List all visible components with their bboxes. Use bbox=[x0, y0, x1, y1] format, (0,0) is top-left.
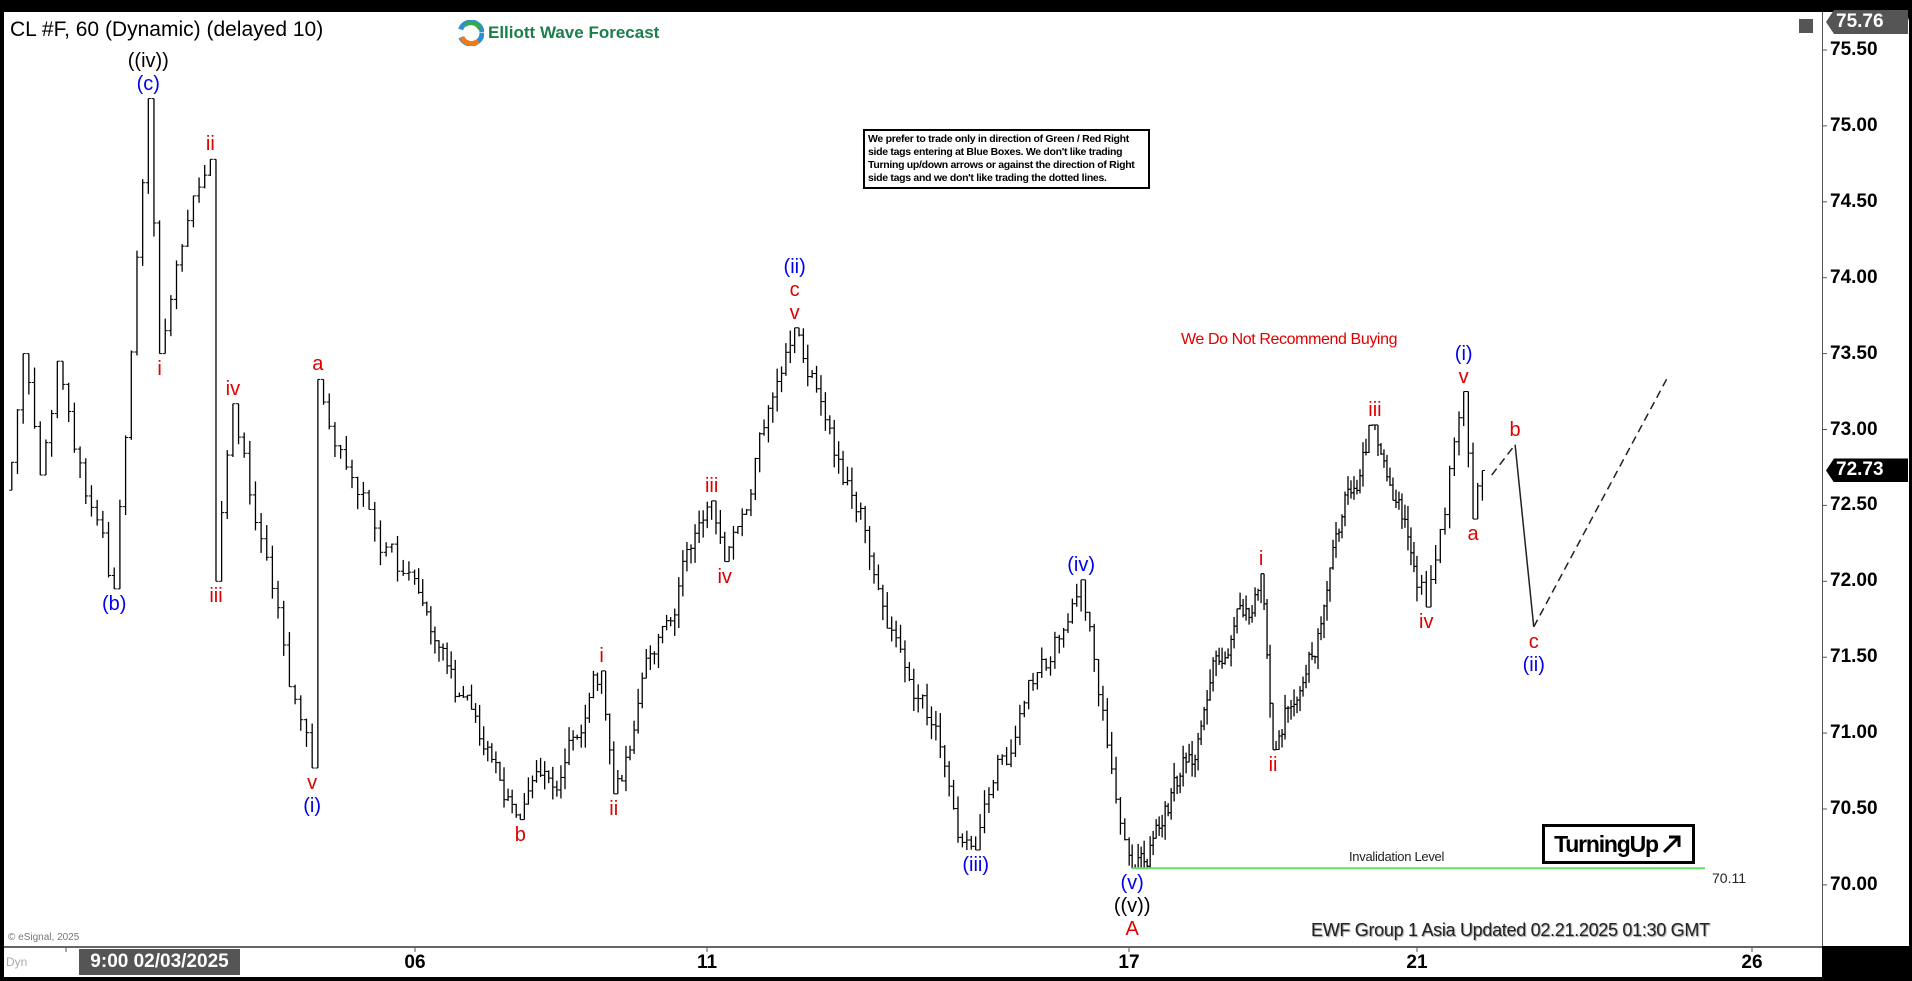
invalidation-label: Invalidation Level bbox=[1349, 849, 1445, 864]
wave-label: iv bbox=[717, 565, 732, 588]
wave-label: (ii) bbox=[783, 255, 806, 278]
wave-label: b bbox=[514, 823, 526, 846]
wave-label: (iv) bbox=[1067, 553, 1095, 576]
price-tick-label: 73.50 bbox=[1830, 342, 1878, 364]
wave-label: ii bbox=[205, 133, 215, 156]
wave-label: ii bbox=[609, 797, 619, 820]
wave-label: i bbox=[599, 644, 604, 667]
price-tick-label: 71.00 bbox=[1830, 722, 1878, 744]
price-tick-label: 72.50 bbox=[1830, 494, 1878, 516]
ewf-logo-icon bbox=[458, 20, 484, 46]
price-tick-label: 73.00 bbox=[1830, 418, 1878, 440]
trading-notice-box: We prefer to trade only in direction of … bbox=[863, 129, 1150, 189]
chart-title: CL #F, 60 (Dynamic) (delayed 10) bbox=[10, 18, 324, 41]
update-footer: EWF Group 1 Asia Updated 02.21.2025 01:3… bbox=[1311, 920, 1710, 940]
price-tick-label: 72.00 bbox=[1830, 570, 1878, 592]
ewf-logo: Elliott Wave Forecast bbox=[458, 20, 659, 46]
last-price-tag: 72.73 bbox=[1826, 458, 1908, 483]
restore-window-icon[interactable] bbox=[1799, 19, 1813, 33]
wave-label: (v) bbox=[1120, 872, 1144, 895]
date-tick-17: 17 bbox=[1118, 952, 1140, 973]
session-high-tag: 75.76 bbox=[1826, 10, 1908, 34]
wave-label: A bbox=[1125, 918, 1139, 941]
dyn-label: Dyn bbox=[6, 955, 28, 969]
price-tick-label: 70.50 bbox=[1830, 798, 1878, 819]
wave-label: ((iv)) bbox=[127, 49, 169, 72]
copyright: © eSignal, 2025 bbox=[8, 932, 80, 943]
wave-label: (i) bbox=[1454, 342, 1473, 365]
arrow-up-right-icon bbox=[1662, 835, 1681, 854]
wave-label: v bbox=[307, 772, 318, 794]
wave-label: c bbox=[789, 278, 800, 301]
wave-label: (iii) bbox=[962, 853, 989, 876]
wave-label: iii bbox=[209, 585, 223, 608]
wave-label: ii bbox=[1268, 753, 1278, 776]
wave-label: v bbox=[1458, 365, 1469, 388]
projection-path-segment bbox=[1491, 444, 1516, 476]
wave-label: b bbox=[1509, 418, 1521, 441]
wave-label: iii bbox=[1368, 398, 1382, 421]
projection-path-segment bbox=[1514, 444, 1535, 627]
price-tick-label: 71.50 bbox=[1830, 646, 1878, 668]
date-tick-26: 26 bbox=[1741, 952, 1763, 973]
wave-label: iv bbox=[1419, 611, 1434, 634]
date-tick-06: 06 bbox=[404, 952, 426, 973]
wave-label: i bbox=[1258, 547, 1264, 570]
wave-label: v bbox=[789, 301, 800, 324]
warning-text: We Do Not Recommend Buying bbox=[1181, 331, 1398, 348]
wave-label: i bbox=[157, 357, 162, 380]
date-tick-21: 21 bbox=[1406, 952, 1428, 973]
price-tick-label: 74.00 bbox=[1830, 266, 1878, 288]
date-axis-start-label: 9:00 02/03/2025 bbox=[79, 949, 240, 975]
date-axis[interactable] bbox=[4, 946, 1822, 977]
invalidation-value: 70.11 bbox=[1712, 870, 1746, 886]
turning-up-badge: TurningUp bbox=[1542, 824, 1695, 864]
price-tick-label: 70.00 bbox=[1830, 873, 1878, 895]
wave-label: iv bbox=[225, 377, 241, 400]
price-tick-label: 75.00 bbox=[1830, 114, 1878, 136]
logo-text: Elliott Wave Forecast bbox=[488, 23, 660, 42]
wave-label: a bbox=[312, 353, 324, 376]
wave-label: (b) bbox=[101, 592, 127, 615]
wave-label: a bbox=[1467, 523, 1479, 546]
price-tick-label: 75.50 bbox=[1830, 39, 1878, 60]
wave-label: ((v)) bbox=[1113, 895, 1151, 918]
price-tick-label: 74.50 bbox=[1830, 190, 1878, 212]
wave-label: (c) bbox=[136, 72, 160, 95]
wave-label: c bbox=[1528, 630, 1539, 653]
wave-label: (i) bbox=[303, 795, 322, 817]
projection-path-segment bbox=[1533, 376, 1669, 628]
turning-up-label: TurningUp bbox=[1554, 830, 1659, 857]
wave-label: iii bbox=[704, 474, 719, 497]
wave-label: (ii) bbox=[1522, 653, 1545, 676]
date-tick-11: 11 bbox=[696, 952, 718, 973]
